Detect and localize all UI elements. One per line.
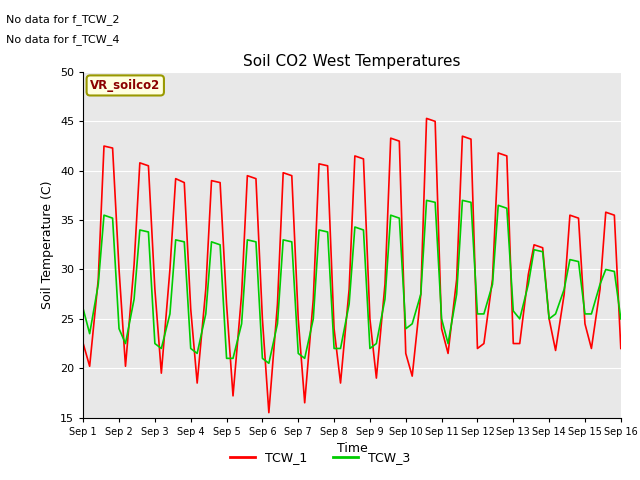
Text: VR_soilco2: VR_soilco2 [90, 79, 161, 92]
TCW_1 [617, 346, 625, 351]
Y-axis label: Soil Temperature (C): Soil Temperature (C) [42, 180, 54, 309]
Text: No data for f_TCW_4: No data for f_TCW_4 [6, 34, 120, 45]
TCW_3 [438, 316, 445, 322]
Line: TCW_1: TCW_1 [83, 119, 621, 413]
Title: Soil CO2 West Temperatures: Soil CO2 West Temperatures [243, 54, 461, 70]
TCW_3 [131, 296, 138, 302]
TCW_3 [453, 291, 461, 297]
Text: No data for f_TCW_2: No data for f_TCW_2 [6, 14, 120, 25]
X-axis label: Time: Time [337, 442, 367, 455]
TCW_1 [131, 262, 138, 267]
TCW_1 [366, 316, 374, 322]
TCW_1 [274, 301, 282, 307]
TCW_3 [525, 281, 532, 287]
TCW_1 [525, 272, 532, 277]
TCW_1 [422, 116, 430, 121]
TCW_1 [265, 410, 273, 416]
TCW_3 [422, 197, 430, 203]
TCW_3 [265, 360, 273, 366]
TCW_1 [438, 326, 445, 332]
Line: TCW_3: TCW_3 [83, 200, 621, 363]
TCW_1 [79, 341, 87, 347]
TCW_3 [617, 316, 625, 322]
TCW_3 [366, 346, 374, 351]
TCW_3 [274, 321, 282, 327]
TCW_3 [79, 306, 87, 312]
TCW_1 [453, 276, 461, 282]
Legend: TCW_1, TCW_3: TCW_1, TCW_3 [225, 446, 415, 469]
